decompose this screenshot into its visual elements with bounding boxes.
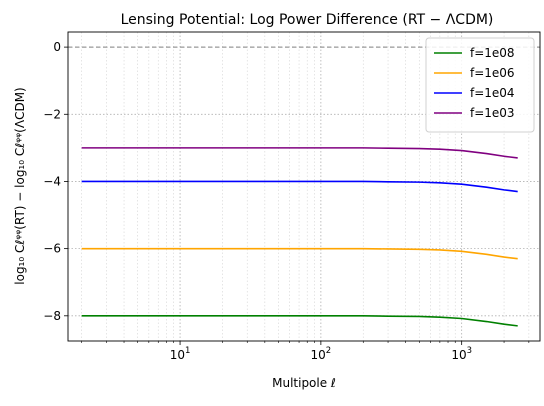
series-line [81,180,518,193]
legend-label: f=1e04 [470,86,515,100]
axes: 0 −2 −4 −6 −8 101 102 103 [43,31,541,362]
legend-label: f=1e06 [470,66,515,80]
series-line [81,247,518,260]
y-tick-label: −4 [43,174,61,188]
y-tick-label: 0 [53,40,61,54]
legend-label: f=1e03 [470,106,515,120]
legend-box [425,37,535,133]
y-tick-label: −8 [43,309,61,323]
series-line [81,315,518,327]
x-axis-label: Multipole ℓ [272,376,336,390]
legend: f=1e08 f=1e06 f=1e04 f=1e03 [425,37,535,133]
axes-frame [67,31,541,342]
chart-title: Lensing Potential: Log Power Difference … [121,12,494,28]
legend-label: f=1e08 [470,46,515,60]
x-tick-label: 101 [170,346,191,362]
x-tick-label: 102 [311,346,332,362]
series-line [81,147,518,159]
y-tick-label: −6 [43,242,61,256]
x-tick-label: 103 [451,346,472,362]
y-tick-label: −2 [43,107,61,121]
y-axis-label: log₁₀ Cℓᵠᵠ(RT) − log₁₀ Cℓᵠᵠ(ΛCDM) [13,87,27,284]
